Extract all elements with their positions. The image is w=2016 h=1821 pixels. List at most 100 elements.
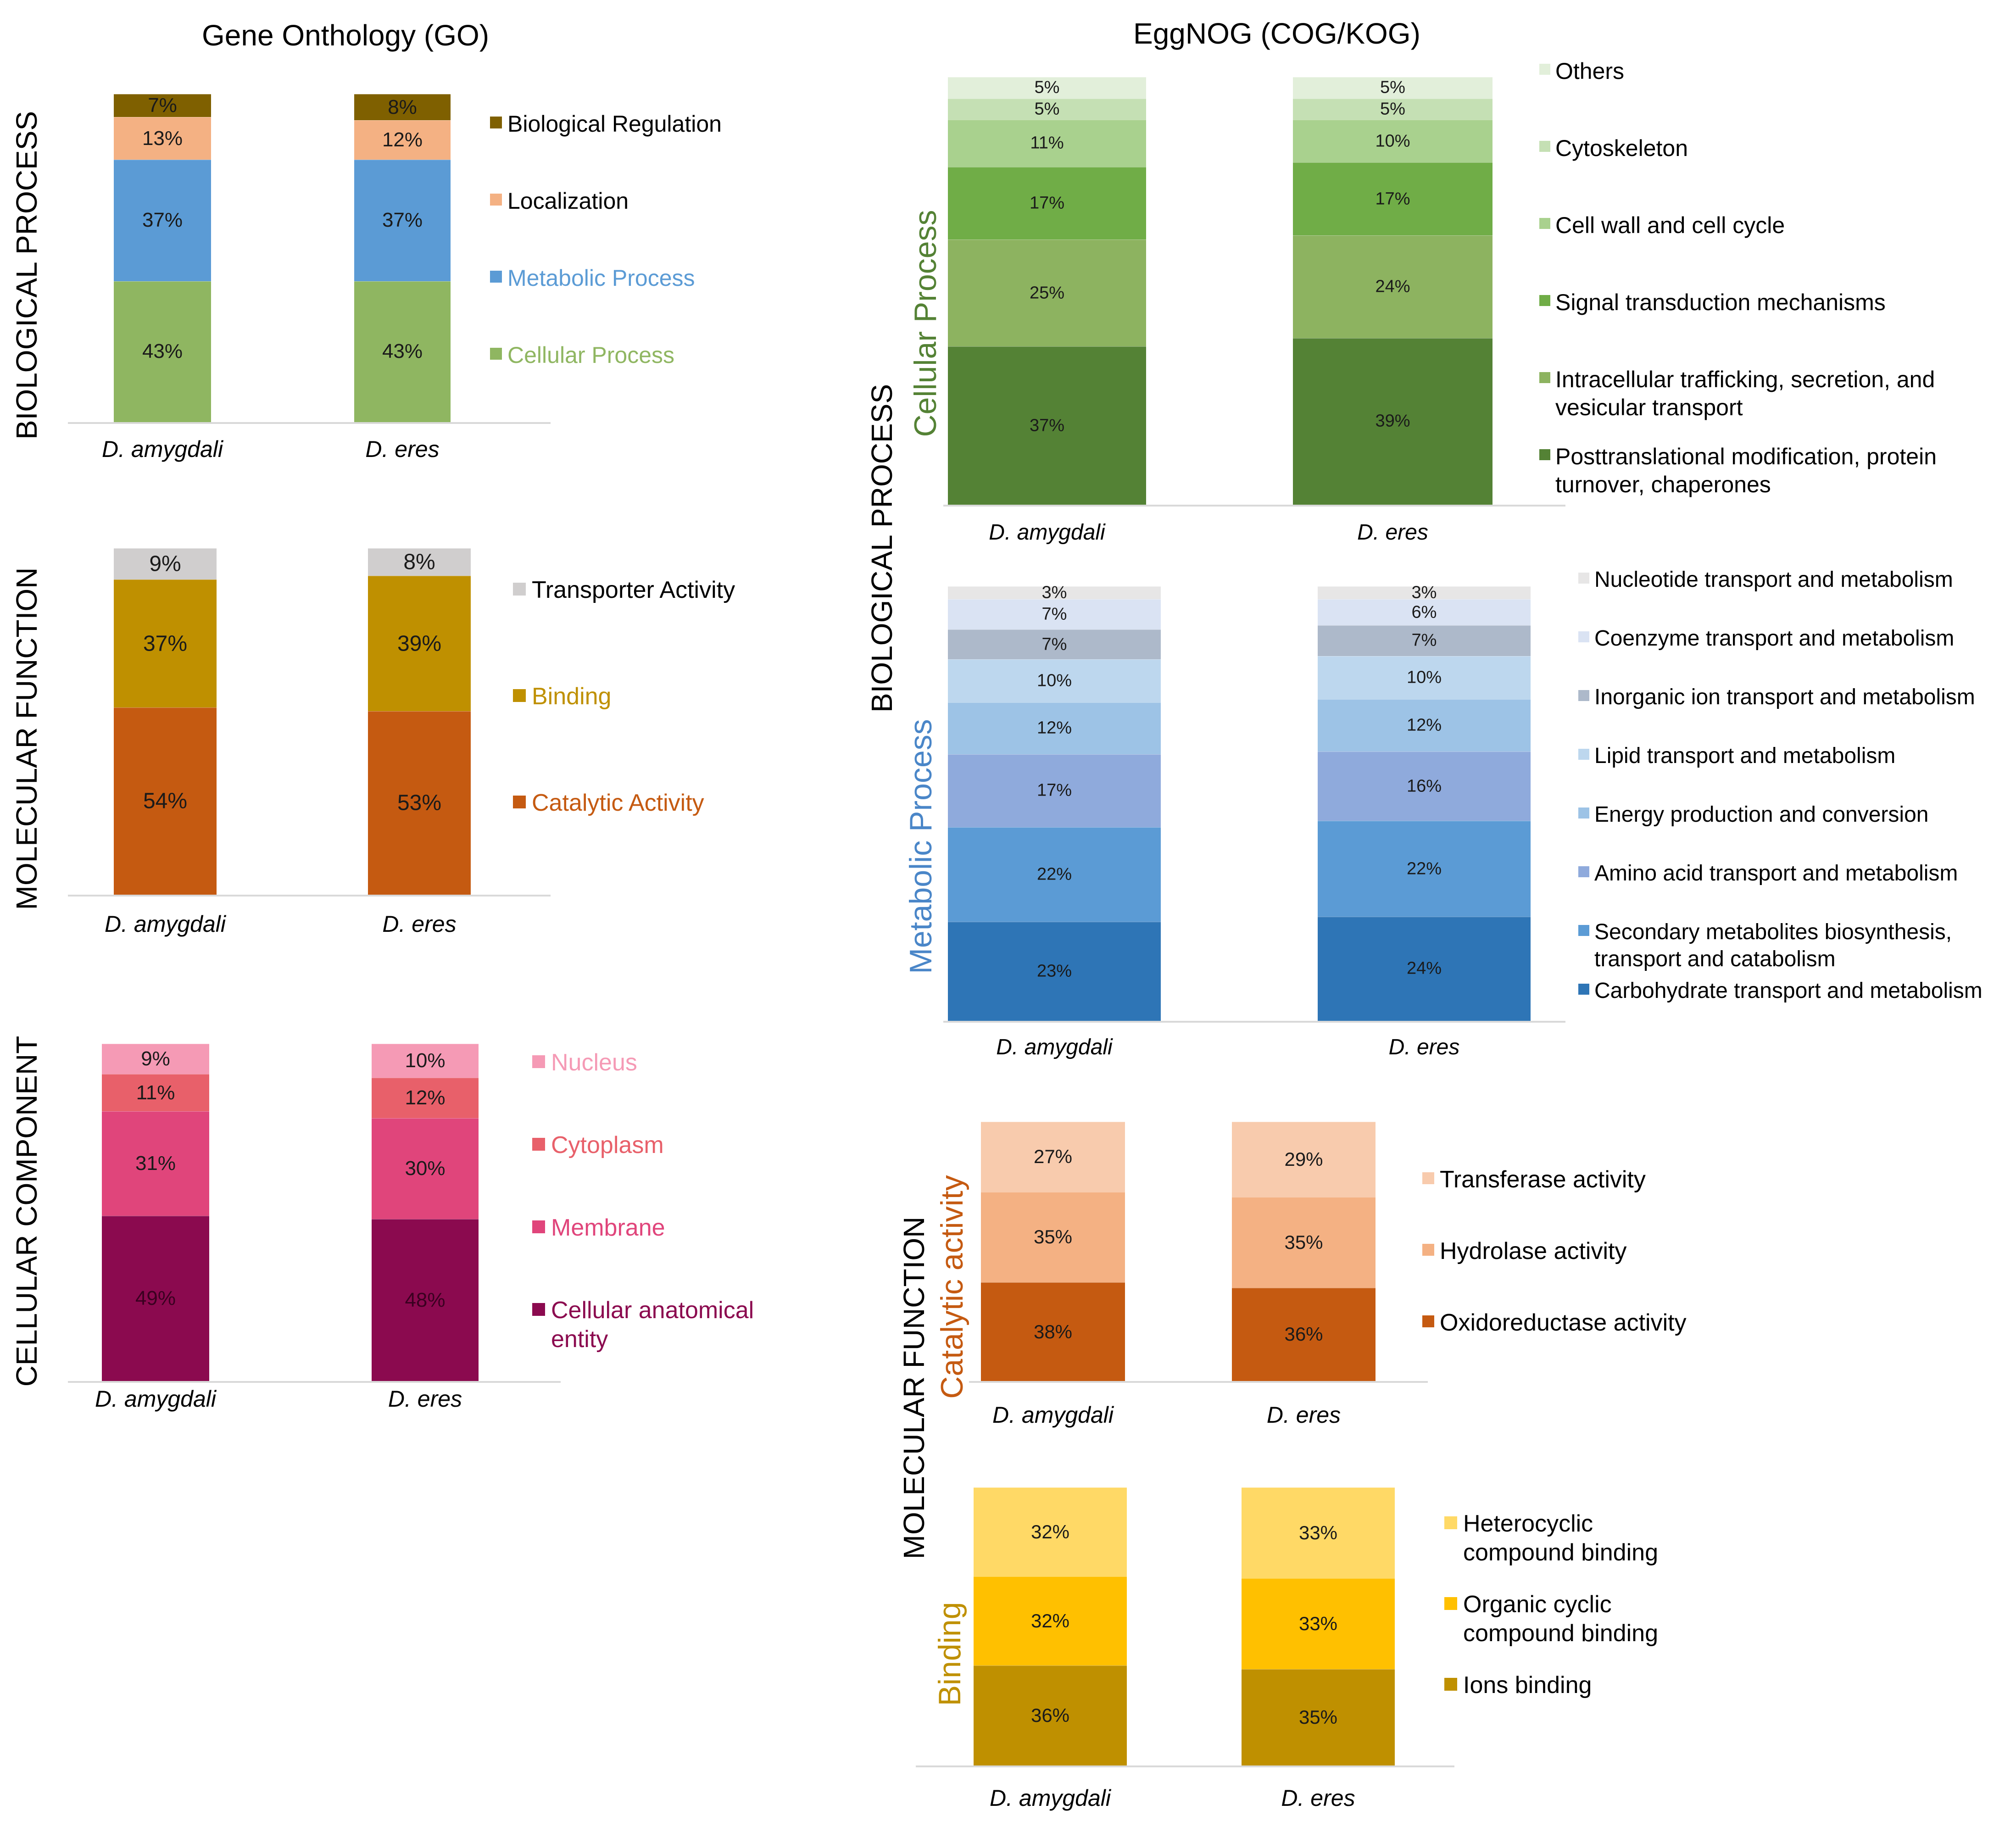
go-bp-legend-item: Biological Regulation — [490, 110, 774, 138]
egg-cp-bar-2-signal-transduction-mechanisms — [1293, 162, 1493, 235]
egg-cp-legend-swatch — [1539, 295, 1550, 306]
go-bp-bar-2-biological-regulation — [354, 94, 451, 121]
egg-mp-value-label: 7% — [1041, 635, 1067, 654]
go-cc-value-label: 49% — [135, 1286, 176, 1309]
egg-cp-value-label: 17% — [1029, 193, 1065, 213]
egg-cp-bar-1-cytoskeleton — [948, 98, 1146, 120]
egg-mp-bar-2-nucleotide-transport-and-metabolism — [1318, 586, 1531, 600]
go-cc-legend-item: Nucleus — [532, 1048, 789, 1077]
egg-bind-bar-1-heterocyclic-compound-binding — [974, 1487, 1127, 1576]
go-bp-value-label: 43% — [142, 340, 183, 363]
egg-cat-legend-swatch — [1422, 1172, 1434, 1184]
egg-cat-legend-label: Hydrolase activity — [1440, 1238, 1627, 1264]
egg-cp-bar-1-posttranslational-modification-protein-turnover-chaperones — [948, 346, 1146, 505]
egg-cp-value-label: 5% — [1380, 99, 1405, 119]
egg-mp-value-label: 12% — [1036, 718, 1072, 738]
go-bp-value-label: 37% — [142, 209, 183, 232]
egg-bind-bar-1-organic-cyclic-compound-binding — [974, 1576, 1127, 1665]
egg-cat-legend-item: Hydrolase activity — [1422, 1237, 1743, 1266]
go-bp-category-label: D. amygdali — [102, 436, 223, 462]
go-bp-category-label: D. eres — [365, 436, 440, 462]
egg-bind-legend-item: Heterocyclic compound binding — [1444, 1509, 1701, 1568]
go-mf-bar-2-binding — [368, 576, 471, 711]
egg-mp-legend-label: Amino acid transport and metabolism — [1594, 861, 1958, 885]
go-mf-value-label: 9% — [149, 551, 181, 576]
egg-cp-bar-1-others — [948, 77, 1146, 99]
go-cc-axis-line — [68, 1381, 561, 1383]
egg-mp-legend-swatch — [1578, 984, 1589, 995]
go-cc-legend-label: Nucleus — [551, 1049, 637, 1076]
egg-mp-bar-2-secondary-metabolites-biosynthesis-transport-and-catabolism — [1318, 821, 1531, 917]
egg-cp-legend-item: Cell wall and cell cycle — [1539, 212, 1998, 239]
go-bp-legend-swatch — [490, 194, 502, 206]
egg-cp-legend-label: Cell wall and cell cycle — [1555, 212, 1785, 238]
egg-cat-bar-1-hydrolase-activity — [981, 1192, 1125, 1283]
egg-cp-legend-label: Intracellular trafficking, secretion, an… — [1555, 367, 1935, 420]
egg-bind-value-label: 35% — [1298, 1706, 1338, 1728]
go-mf-value-label: 8% — [403, 550, 435, 574]
go-cc-bar-1-cytoplasm — [102, 1074, 209, 1111]
go-cc-legend-item: Membrane — [532, 1214, 789, 1242]
egg-mp-legend-swatch — [1578, 807, 1589, 819]
egg-cat-legend-label: Transferase activity — [1440, 1166, 1646, 1193]
go-cc-category-label: D. amygdali — [95, 1386, 216, 1412]
egg-mp-bar-1-amino-acid-transport-and-metabolism — [948, 754, 1161, 828]
egg-cp-legend-item: Signal transduction mechanisms — [1539, 289, 1998, 317]
egg-bind-legend-item: Ions binding — [1444, 1671, 1701, 1700]
go-cc-value-label: 48% — [405, 1288, 446, 1311]
go-bp-bar-1-cellular-process — [114, 281, 211, 422]
go-mf-legend-label: Binding — [532, 683, 612, 710]
egg-mp-value-label: 17% — [1036, 780, 1072, 800]
go-mf-legend-item: Catalytic Activity — [513, 789, 752, 818]
egg-mp-value-label: 16% — [1406, 776, 1442, 796]
egg-mp-value-label: 10% — [1036, 671, 1072, 691]
egg-cp-axis-line — [943, 505, 1565, 507]
egg-mp-legend-swatch — [1578, 925, 1589, 936]
egg-mp-legend-swatch — [1578, 631, 1589, 642]
egg-mp-value-label: 3% — [1411, 583, 1437, 602]
egg-cp-legend-swatch — [1539, 449, 1550, 460]
egg-bind-value-label: 33% — [1298, 1522, 1338, 1543]
go-cc-category-label: D. eres — [388, 1386, 462, 1412]
egg-mp-bar-1-energy-production-and-conversion — [948, 702, 1161, 754]
egg-bind-legend-item: Organic cyclic compound binding — [1444, 1590, 1701, 1648]
go-bp-legend-label: Biological Regulation — [507, 111, 722, 137]
go-mf-value-label: 39% — [397, 631, 442, 656]
go-bp-bar-2-metabolic-process — [354, 160, 451, 281]
go-cc-legend-item: Cellular anatomical entity — [532, 1296, 789, 1354]
go-title: Gene Onthology (GO) — [202, 19, 490, 52]
egg-mp-bar-2-amino-acid-transport-and-metabolism — [1318, 751, 1531, 821]
egg-mp-legend-item: Inorganic ion transport and metabolism — [1578, 684, 2014, 711]
go-bp-bar-2-localization — [354, 120, 451, 160]
egg-cp-bar-1-signal-transduction-mechanisms — [948, 167, 1146, 240]
go-mf-bar-2-catalytic-activity — [368, 711, 471, 895]
egg-cp-legend-swatch — [1539, 141, 1550, 152]
go-bp-axis-line — [68, 422, 551, 424]
egg-cp-value-label: 24% — [1375, 277, 1410, 296]
egg-mp-legend-item: Coenzyme transport and metabolism — [1578, 625, 2014, 652]
egg-cp-legend-item: Intracellular trafficking, secretion, an… — [1539, 366, 1998, 422]
go-mf-category-label: D. eres — [382, 911, 457, 937]
egg-bind-legend-swatch — [1444, 1516, 1457, 1529]
egg-mp-value-label: 7% — [1411, 630, 1437, 650]
egg-cp-value-label: 25% — [1029, 283, 1065, 303]
egg-mp-value-label: 24% — [1406, 958, 1442, 978]
go-mf-legend-item: Transporter Activity — [513, 576, 752, 605]
egg-cat-value-label: 29% — [1284, 1148, 1323, 1170]
egg-cp-legend-item: Cytoskeleton — [1539, 134, 1998, 162]
egg-cp-legend-label: Signal transduction mechanisms — [1555, 290, 1886, 315]
egg-cp-legend-label: Posttranslational modification, protein … — [1555, 444, 1937, 497]
go-cc-legend-item: Cytoplasm — [532, 1131, 789, 1160]
egg-cat-legend-item: Oxidoreductase activity — [1422, 1309, 1743, 1337]
go-mf-category-label: D. amygdali — [105, 911, 226, 937]
egg-bind-value-label: 32% — [1030, 1609, 1070, 1632]
egg-cp-value-label: 11% — [1030, 133, 1064, 153]
egg-bp-side-label: BIOLOGICAL PROCESS — [865, 384, 898, 713]
egg-bind-value-label: 33% — [1298, 1613, 1338, 1634]
egg-mp-legend-item: Amino acid transport and metabolism — [1578, 860, 2014, 887]
egg-cp-value-label: 5% — [1380, 78, 1405, 97]
go-bp-legend-swatch — [490, 117, 502, 128]
egg-mp-bar-2-lipid-transport-and-metabolism — [1318, 656, 1531, 700]
egg-cat-legend-label: Oxidoreductase activity — [1440, 1309, 1687, 1336]
egg-bind-legend-swatch — [1444, 1678, 1457, 1691]
